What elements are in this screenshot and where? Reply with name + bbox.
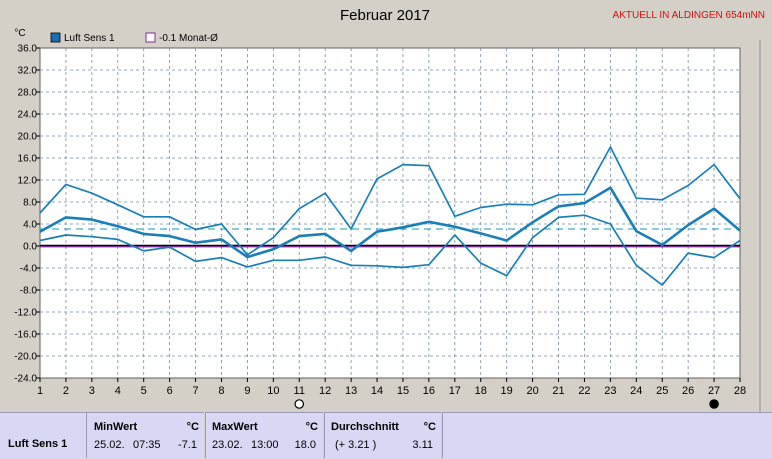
x-tick-label: 27 bbox=[708, 385, 720, 397]
avg-value: 3.11 bbox=[412, 439, 433, 451]
x-tick-label: 7 bbox=[192, 385, 198, 397]
min-unit: °C bbox=[186, 421, 199, 433]
x-tick-label: 22 bbox=[578, 385, 590, 397]
stats-panel-empty bbox=[443, 412, 772, 459]
x-tick-label: 16 bbox=[423, 385, 435, 397]
x-tick-label: 1 bbox=[37, 385, 43, 397]
max-date: 23.02. bbox=[212, 439, 243, 451]
open-circle-marker bbox=[294, 399, 305, 409]
stats-panel-max: MaxWert °C 23.02. 13:00 18.0 bbox=[206, 412, 323, 459]
avg-delta: (+ 3.21 ) bbox=[335, 439, 377, 451]
y-tick-label: 36.0 bbox=[18, 44, 38, 55]
x-tick-label: 9 bbox=[244, 385, 250, 397]
x-tick-label: 14 bbox=[371, 385, 383, 397]
chart: 36.0 32.0 28.0 24.0 20.0 16.0 12.0 8.0 4.0 0.0 -4.… bbox=[14, 7, 765, 412]
y-tick-label: 24.0 bbox=[18, 110, 38, 121]
x-tick-label: 4 bbox=[115, 385, 121, 397]
x-tick-label: 21 bbox=[552, 385, 564, 397]
x-tick-label: 5 bbox=[141, 385, 147, 397]
x-tick-label: 17 bbox=[449, 385, 461, 397]
x-tick-label: 11 bbox=[294, 385, 305, 397]
legend-swatch-sensor bbox=[50, 32, 61, 43]
stats-panel-min: MinWert °C 25.02. 07:35 -7.1 bbox=[87, 412, 204, 459]
y-tick-label: 8.0 bbox=[23, 198, 37, 209]
y-tick-label: 28.0 bbox=[18, 88, 38, 99]
legend-label-sensor: Luft Sens 1 bbox=[64, 33, 115, 44]
avg-unit: °C bbox=[423, 421, 436, 433]
x-tick-label: 28 bbox=[734, 385, 746, 397]
stats-sensor-label: Luft Sens 1 bbox=[8, 438, 68, 450]
max-value: 18.0 bbox=[294, 439, 316, 451]
x-tick-label: 8 bbox=[218, 385, 224, 397]
y-tick-label: 20.0 bbox=[18, 132, 38, 143]
x-tick-label: 10 bbox=[267, 385, 279, 397]
legend-swatch-average bbox=[145, 32, 156, 43]
chart-title: Februar 2017 bbox=[340, 7, 430, 24]
y-tick-label: -24.0 bbox=[14, 374, 37, 385]
stats-panel-sensor: Luft Sens 1 bbox=[0, 412, 86, 459]
x-tick-label: 25 bbox=[656, 385, 668, 397]
y-unit-label: °C bbox=[14, 28, 25, 39]
y-tick-label: 12.0 bbox=[18, 176, 38, 187]
y-tick-label: 16.0 bbox=[18, 154, 38, 165]
min-value: -7.1 bbox=[178, 439, 197, 451]
y-tick-label: -16.0 bbox=[14, 330, 37, 341]
series-line-max bbox=[39, 146, 741, 256]
y-tick-label: 4.0 bbox=[23, 220, 37, 231]
x-tick-label: 23 bbox=[604, 385, 616, 397]
x-tick-label: 24 bbox=[630, 385, 642, 397]
series-line-mittel bbox=[39, 186, 741, 259]
x-tick-label: 2 bbox=[63, 385, 69, 397]
min-label: MinWert bbox=[94, 421, 138, 433]
legend-label-average: -0.1 Monat-Ø bbox=[159, 33, 218, 44]
x-tick-label: 15 bbox=[397, 385, 409, 397]
x-tick-label: 3 bbox=[89, 385, 95, 397]
x-tick-label: 20 bbox=[526, 385, 538, 397]
series-line-min bbox=[39, 214, 741, 286]
plot-area bbox=[39, 47, 741, 379]
avg-label: Durchschnitt bbox=[331, 421, 399, 433]
filled-circle-marker bbox=[709, 399, 719, 409]
stats-panel-average: Durchschnitt °C (+ 3.21 ) 3.11 bbox=[325, 412, 441, 459]
x-tick-label: 6 bbox=[167, 385, 173, 397]
y-tick-label: -4.0 bbox=[20, 264, 38, 275]
y-tick-label: 0.0 bbox=[23, 242, 37, 253]
y-tick-label: 32.0 bbox=[18, 66, 38, 77]
max-time: 13:00 bbox=[251, 439, 279, 451]
min-date: 25.02. bbox=[94, 439, 125, 451]
x-tick-label: 12 bbox=[319, 385, 331, 397]
y-tick-label: -20.0 bbox=[14, 352, 37, 363]
x-tick-label: 18 bbox=[475, 385, 487, 397]
x-tick-label: 19 bbox=[501, 385, 513, 397]
y-tick-label: -8.0 bbox=[20, 286, 38, 297]
y-tick-label: -12.0 bbox=[14, 308, 37, 319]
x-tick-label: 13 bbox=[345, 385, 357, 397]
location-label: AKTUELL IN ALDINGEN 654mNN bbox=[613, 10, 765, 21]
max-label: MaxWert bbox=[212, 421, 258, 433]
max-unit: °C bbox=[305, 421, 318, 433]
min-time: 07:35 bbox=[133, 439, 161, 451]
x-tick-label: 26 bbox=[682, 385, 694, 397]
